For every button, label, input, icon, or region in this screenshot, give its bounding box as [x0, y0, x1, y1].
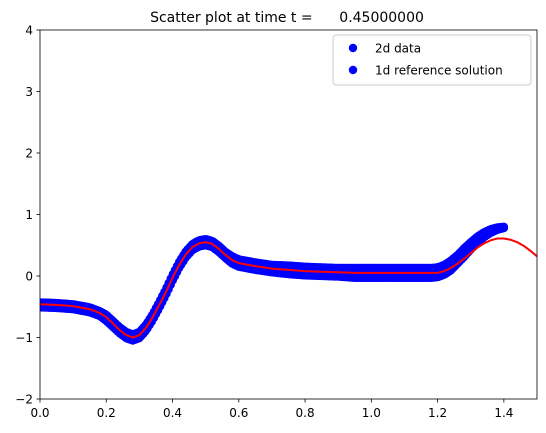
x-tick-label: 1.4: [494, 406, 513, 420]
y-tick-label: −2: [15, 392, 33, 406]
y-tick-label: 3: [25, 85, 33, 99]
axes: 0.0 0.2 0.4 0.6 0.8 1.0 1.2 1.4 −2 −1 0 1 2 3 4: [15, 23, 538, 420]
legend-marker: [348, 65, 358, 75]
x-tick-label: 0.0: [30, 406, 49, 420]
y-tick-label: −1: [15, 331, 33, 345]
legend-box: [332, 34, 532, 86]
legend: 2d data 1d reference solution: [332, 34, 532, 86]
scatter-series: [40, 222, 509, 345]
legend-label: 2d data: [375, 41, 421, 55]
x-tick-label: 0.2: [97, 406, 116, 420]
y-tick-label: 4: [25, 23, 33, 37]
x-tick-label: 0.4: [163, 406, 182, 420]
x-tick-label: 0.6: [229, 406, 248, 420]
legend-label: 1d reference solution: [375, 63, 503, 77]
scatter-point: [499, 222, 509, 231]
x-tick-label: 1.2: [428, 406, 447, 420]
plot-area: [40, 222, 537, 345]
y-tick-label: 0: [25, 269, 33, 283]
x-tick-label: 1.0: [362, 406, 381, 420]
y-tick-label: 2: [25, 146, 33, 160]
reference-line: [40, 237, 537, 339]
x-tick-label: 0.8: [296, 406, 315, 420]
chart-title: Scatter plot at time t = 0.45000000: [150, 10, 424, 26]
y-tick-label: 1: [25, 208, 33, 222]
legend-marker: [348, 43, 358, 53]
